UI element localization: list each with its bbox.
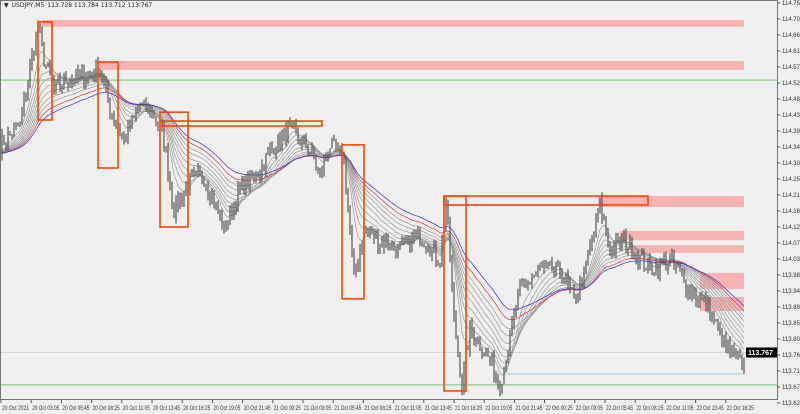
y-tick-label: 113.760 [782, 353, 800, 359]
y-tick-label: 113.940 [782, 289, 800, 295]
y-tick-label: 114.210 [782, 193, 800, 199]
highlight-box [159, 111, 189, 228]
x-tick-label: 20 Oct 03:05 [32, 406, 60, 412]
x-tick-label: 22 Oct 03:05 [576, 406, 604, 412]
y-tick-label: 114.480 [782, 97, 800, 103]
y-tick-label: 113.670 [782, 385, 800, 391]
supply-zone [620, 230, 744, 241]
x-tick-label: 22 Oct 00:25 [546, 406, 574, 412]
y-tick-label: 114.390 [782, 129, 800, 135]
supply-zone [598, 196, 744, 208]
y-tick-label: 114.345 [782, 145, 800, 151]
x-tick-label: 21 Oct 08:25 [364, 406, 392, 412]
y-tick-label: 113.715 [782, 369, 800, 375]
y-tick-label: 114.075 [782, 241, 800, 247]
highlight-box [161, 120, 323, 127]
x-tick-label: 21 Oct 05:45 [334, 406, 362, 412]
supply-zone [98, 60, 744, 70]
x-tick-label: 20 Oct 2021 [2, 406, 30, 412]
x-tick-label: 21 Oct 11:05 [395, 406, 423, 412]
symbol-label: USDJPY,M5 [11, 2, 45, 9]
ohlc-values: 113.728 113.784 113.712 113.767 [47, 2, 153, 9]
y-tick-label: 114.705 [782, 17, 800, 23]
x-tick-label: 21 Oct 13:45 [425, 406, 453, 412]
x-tick-label: 21 Oct 16:25 [455, 406, 483, 412]
y-tick-label: 114.120 [782, 225, 800, 231]
x-tick-label: 22 Oct 08:25 [636, 406, 664, 412]
y-tick-label: 114.165 [782, 209, 800, 215]
supply-zone [700, 272, 744, 289]
y-tick-label: 114.255 [782, 177, 800, 183]
supply-zone [630, 245, 744, 253]
moving-average-line [0, 63, 745, 370]
x-tick-label: 20 Oct 19:05 [213, 406, 241, 412]
x-tick-label: 21 Oct 03:05 [304, 406, 332, 412]
y-tick-label: 113.625 [782, 401, 800, 407]
y-tick-label: 114.570 [782, 65, 800, 71]
highlight-box [443, 195, 649, 206]
chart-title: ▼ USDJPY,M5 113.728 113.784 113.712 113.… [4, 2, 152, 9]
x-tick-label: 21 Oct 19:05 [485, 406, 513, 412]
x-tick-label: 21 Oct 00:25 [274, 406, 302, 412]
x-tick-label: 22 Oct 11:05 [666, 406, 694, 412]
supply-zone [42, 20, 744, 27]
current-price-label: 113.767 [748, 350, 773, 357]
highlight-box [341, 144, 365, 300]
highlight-box [37, 21, 53, 121]
x-tick-label: 20 Oct 11:05 [123, 406, 151, 412]
x-tick-label: 21 Oct 21:45 [515, 406, 543, 412]
y-tick-label: 114.300 [782, 161, 800, 167]
x-tick-label: 20 Oct 16:25 [183, 406, 211, 412]
x-tick-label: 20 Oct 21:45 [244, 406, 272, 412]
highlight-box [97, 61, 119, 169]
x-tick-label: 22 Oct 16:25 [727, 406, 755, 412]
x-tick-label: 20 Oct 13:45 [153, 406, 181, 412]
y-tick-label: 113.805 [782, 337, 800, 343]
y-tick-label: 114.030 [782, 257, 800, 263]
y-tick-label: 113.895 [782, 305, 800, 311]
moving-average-line [0, 50, 745, 377]
y-tick-label: 113.850 [782, 321, 800, 327]
plot-frame [0, 0, 778, 400]
moving-average-line [0, 83, 745, 329]
x-tick-label: 20 Oct 08:25 [93, 406, 121, 412]
x-tick-label: 20 Oct 05:45 [62, 406, 90, 412]
y-tick-label: 114.750 [782, 1, 800, 7]
y-tick-label: 114.435 [782, 113, 800, 119]
triangle-down-icon[interactable]: ▼ [4, 2, 9, 9]
y-tick-label: 114.660 [782, 33, 800, 39]
y-tick-label: 114.525 [782, 81, 800, 87]
y-tick-label: 113.985 [782, 273, 800, 279]
x-tick-label: 22 Oct 05:45 [606, 406, 634, 412]
x-tick-label: 22 Oct 13:45 [697, 406, 725, 412]
moving-average-line [0, 87, 745, 321]
y-tick-label: 114.615 [782, 49, 800, 55]
moving-average-line [0, 91, 745, 311]
current-price-badge: 113.767 [746, 347, 777, 358]
